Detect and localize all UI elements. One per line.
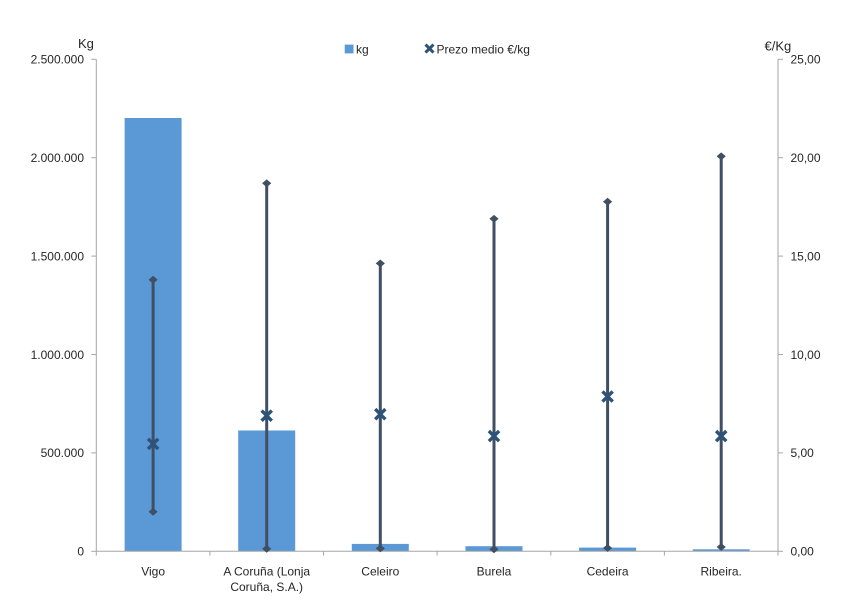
svg-text:Coruña, S.A.): Coruña, S.A.) bbox=[230, 580, 303, 594]
svg-text:2.500.000: 2.500.000 bbox=[31, 53, 85, 67]
svg-text:0: 0 bbox=[77, 545, 84, 559]
svg-text:2.000.000: 2.000.000 bbox=[31, 151, 85, 165]
svg-text:Cedeira: Cedeira bbox=[587, 564, 629, 578]
svg-text:15,00: 15,00 bbox=[791, 249, 821, 263]
svg-text:Kg: Kg bbox=[78, 36, 94, 51]
svg-text:Ribeira.: Ribeira. bbox=[701, 564, 742, 578]
svg-text:500.000: 500.000 bbox=[41, 446, 85, 460]
svg-text:Vigo: Vigo bbox=[141, 564, 165, 578]
svg-text:kg: kg bbox=[356, 42, 369, 56]
svg-text:0,00: 0,00 bbox=[791, 545, 815, 559]
svg-text:Burela: Burela bbox=[477, 564, 512, 578]
svg-text:€/Kg: €/Kg bbox=[765, 39, 792, 54]
svg-text:A Coruña (Lonja: A Coruña (Lonja bbox=[223, 564, 310, 578]
svg-text:10,00: 10,00 bbox=[791, 348, 821, 362]
svg-text:1.000.000: 1.000.000 bbox=[31, 348, 85, 362]
svg-text:1.500.000: 1.500.000 bbox=[31, 249, 85, 263]
svg-text:20,00: 20,00 bbox=[791, 151, 821, 165]
svg-text:25,00: 25,00 bbox=[791, 53, 821, 67]
svg-text:Prezo medio €/kg: Prezo medio €/kg bbox=[437, 42, 530, 56]
svg-text:5,00: 5,00 bbox=[791, 446, 815, 460]
svg-text:Celeiro: Celeiro bbox=[361, 564, 399, 578]
